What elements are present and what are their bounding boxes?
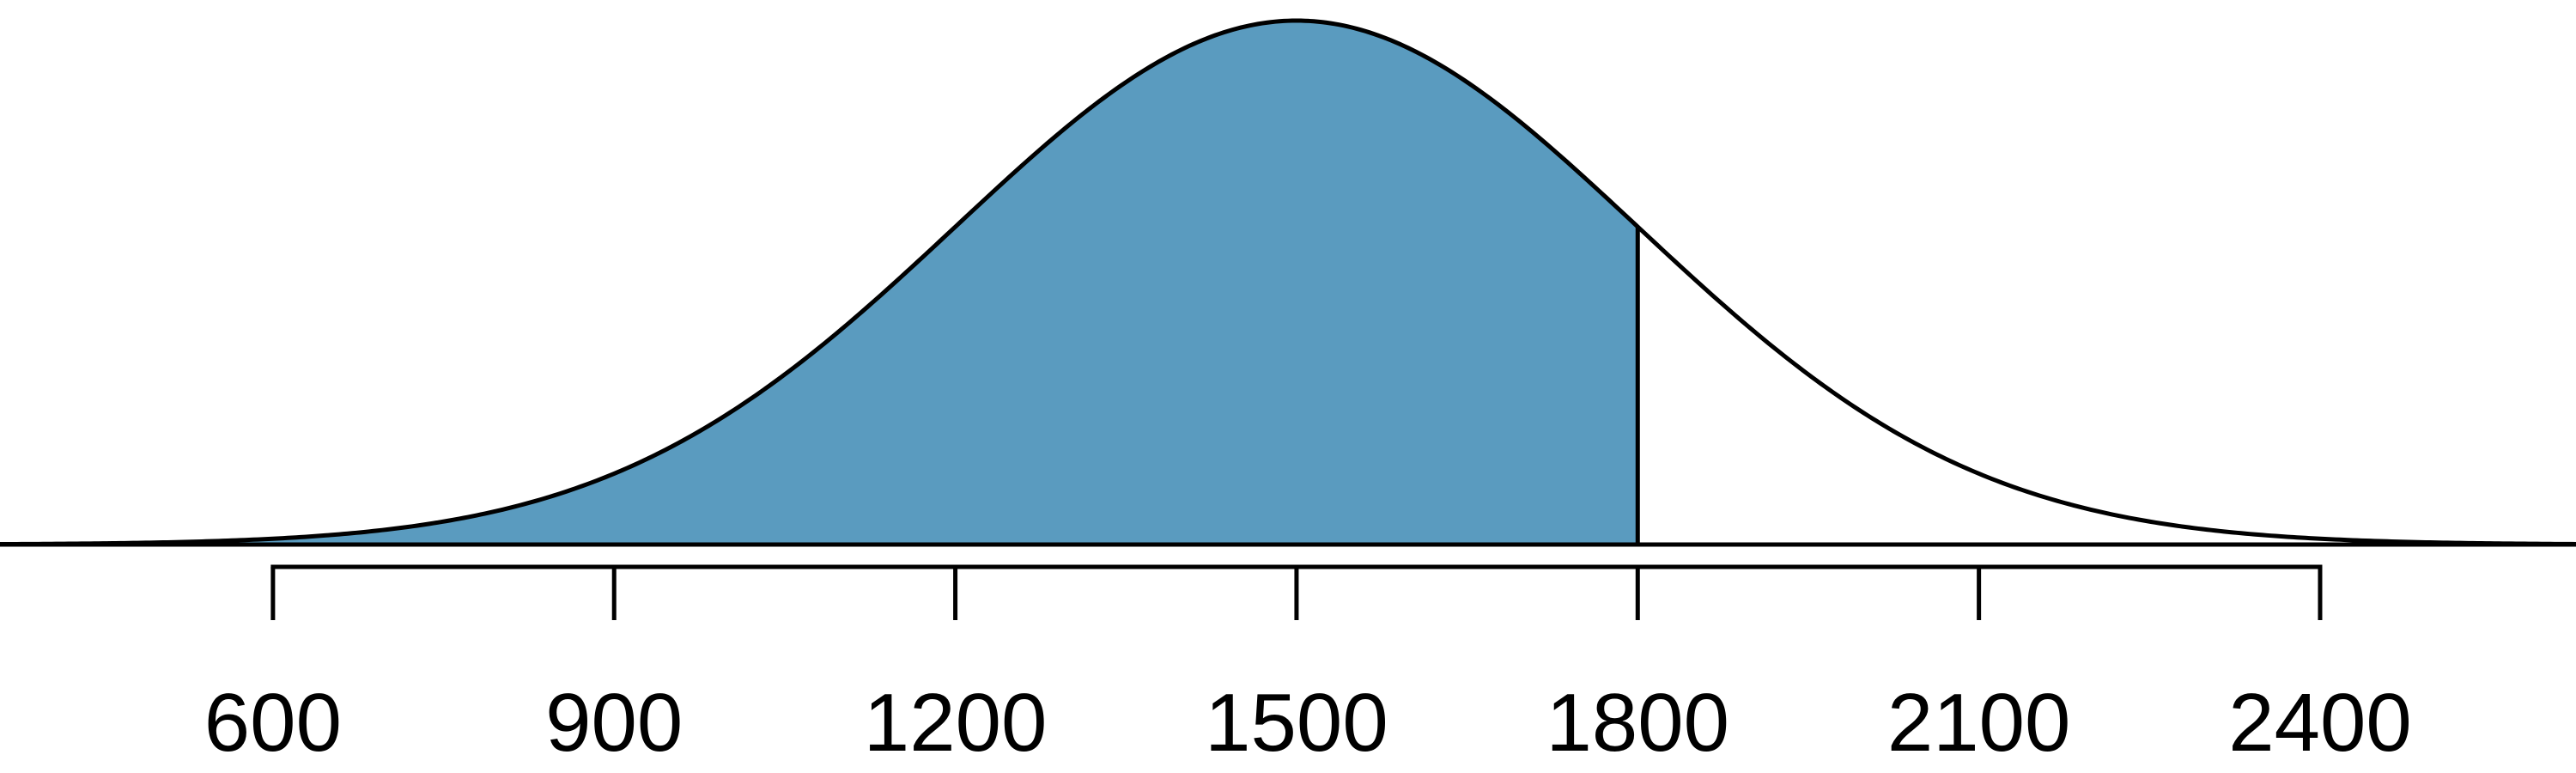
x-tick-label: 1500 bbox=[1205, 677, 1388, 769]
x-tick-label: 2400 bbox=[2228, 677, 2412, 769]
x-axis-tick-labels: 600 900 1200 1500 1800 2100 2400 bbox=[204, 677, 2412, 769]
x-tick-label: 1200 bbox=[864, 677, 1048, 769]
density-curve bbox=[0, 18, 2576, 547]
x-tick-label: 900 bbox=[545, 677, 683, 769]
x-tick-label: 2100 bbox=[1887, 677, 2071, 769]
x-tick-label: 600 bbox=[204, 677, 342, 769]
x-tick-label: 1800 bbox=[1546, 677, 1730, 769]
shaded-area bbox=[0, 21, 1638, 545]
x-axis-ticks bbox=[270, 567, 2323, 620]
